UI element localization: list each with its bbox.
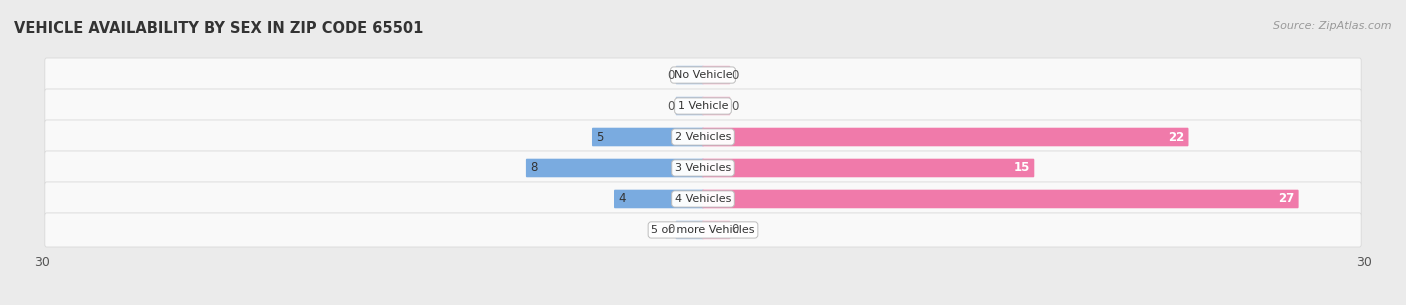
Text: 22: 22 (1168, 131, 1184, 144)
Text: 4: 4 (619, 192, 626, 206)
Text: 8: 8 (530, 161, 537, 174)
FancyBboxPatch shape (676, 66, 704, 84)
Text: 0: 0 (731, 224, 740, 236)
Text: 4 Vehicles: 4 Vehicles (675, 194, 731, 204)
FancyBboxPatch shape (45, 182, 1361, 216)
FancyBboxPatch shape (676, 97, 704, 115)
FancyBboxPatch shape (526, 159, 704, 177)
FancyBboxPatch shape (702, 66, 730, 84)
Text: 0: 0 (666, 224, 675, 236)
FancyBboxPatch shape (676, 221, 704, 239)
FancyBboxPatch shape (45, 120, 1361, 154)
FancyBboxPatch shape (45, 213, 1361, 247)
FancyBboxPatch shape (702, 128, 1188, 146)
Text: 5 or more Vehicles: 5 or more Vehicles (651, 225, 755, 235)
Text: 15: 15 (1014, 161, 1031, 174)
Text: 0: 0 (666, 99, 675, 113)
Text: No Vehicle: No Vehicle (673, 70, 733, 80)
Text: 3 Vehicles: 3 Vehicles (675, 163, 731, 173)
Text: 2 Vehicles: 2 Vehicles (675, 132, 731, 142)
FancyBboxPatch shape (702, 221, 730, 239)
FancyBboxPatch shape (702, 159, 1035, 177)
Text: 0: 0 (666, 69, 675, 81)
Text: 1 Vehicle: 1 Vehicle (678, 101, 728, 111)
FancyBboxPatch shape (45, 58, 1361, 92)
FancyBboxPatch shape (702, 190, 1299, 208)
Text: 0: 0 (731, 99, 740, 113)
Text: 5: 5 (596, 131, 603, 144)
FancyBboxPatch shape (614, 190, 704, 208)
FancyBboxPatch shape (45, 89, 1361, 123)
Text: VEHICLE AVAILABILITY BY SEX IN ZIP CODE 65501: VEHICLE AVAILABILITY BY SEX IN ZIP CODE … (14, 21, 423, 36)
FancyBboxPatch shape (592, 128, 704, 146)
FancyBboxPatch shape (702, 97, 730, 115)
Text: 27: 27 (1278, 192, 1295, 206)
Text: Source: ZipAtlas.com: Source: ZipAtlas.com (1274, 21, 1392, 31)
FancyBboxPatch shape (45, 151, 1361, 185)
Text: 0: 0 (731, 69, 740, 81)
